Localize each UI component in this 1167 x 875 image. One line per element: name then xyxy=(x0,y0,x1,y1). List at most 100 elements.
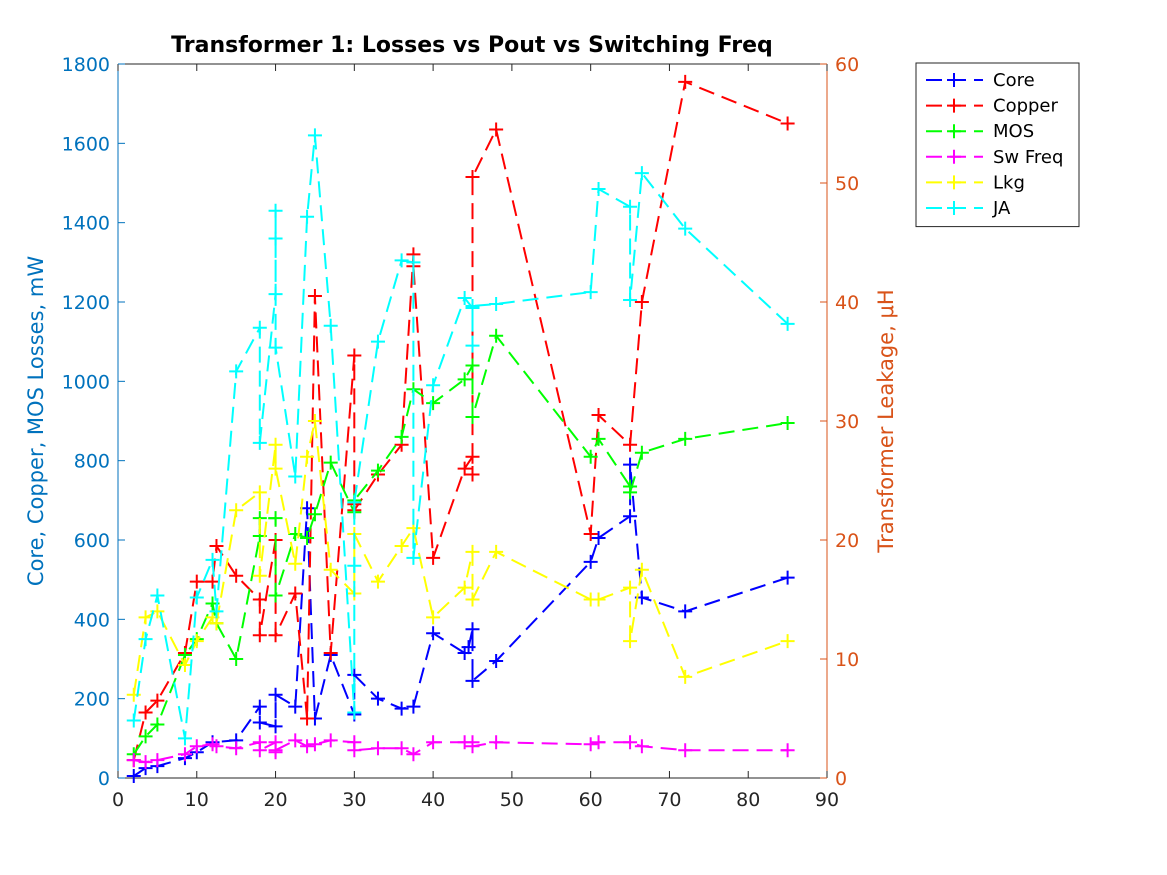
data-point-ja xyxy=(347,495,362,510)
series-core xyxy=(126,457,795,784)
data-point-ja xyxy=(623,199,638,214)
data-point-copper xyxy=(307,289,322,304)
data-point-ja xyxy=(189,590,204,605)
data-point-core xyxy=(678,604,693,619)
data-point-ja xyxy=(678,221,693,236)
data-point-sw-freq xyxy=(634,739,649,754)
data-point-mos xyxy=(307,507,322,522)
data-point-copper xyxy=(300,711,315,726)
x-tick-label: 40 xyxy=(421,789,445,811)
data-point-lkg xyxy=(591,592,606,607)
data-point-ja xyxy=(583,285,598,300)
data-point-lkg xyxy=(177,657,192,672)
data-point-ja xyxy=(252,435,267,450)
data-point-lkg xyxy=(457,580,472,595)
data-point-sw-freq xyxy=(465,739,480,754)
data-point-sw-freq xyxy=(623,735,638,750)
legend-marker-core xyxy=(947,73,961,87)
data-point-sw-freq xyxy=(347,743,362,758)
data-point-lkg xyxy=(678,669,693,684)
data-point-mos xyxy=(623,485,638,500)
y-left-tick-label: 600 xyxy=(74,530,110,552)
data-point-mos xyxy=(268,511,283,526)
data-point-sw-freq xyxy=(591,735,606,750)
y-right-tick-label: 10 xyxy=(835,649,859,671)
x-tick-label: 50 xyxy=(500,789,524,811)
data-point-ja xyxy=(205,552,220,567)
data-point-ja xyxy=(457,291,472,306)
data-point-core xyxy=(465,673,480,688)
series-lkg xyxy=(126,414,795,702)
y-left-tick-label: 400 xyxy=(74,609,110,631)
data-point-ja xyxy=(394,253,409,268)
data-point-mos xyxy=(370,463,385,478)
data-point-mos xyxy=(138,729,153,744)
data-point-ja xyxy=(300,209,315,224)
data-point-lkg xyxy=(229,503,244,518)
data-point-copper xyxy=(634,295,649,309)
data-point-core xyxy=(370,691,385,706)
y-left-tick-label: 200 xyxy=(74,689,110,711)
data-point-lkg xyxy=(323,562,338,577)
x-tick-label: 60 xyxy=(579,789,603,811)
legend-marker-ja xyxy=(947,201,961,215)
data-point-copper xyxy=(138,705,153,720)
data-point-sw-freq xyxy=(288,733,303,748)
data-point-mos xyxy=(634,445,649,460)
data-point-ja xyxy=(252,320,267,335)
data-point-mos xyxy=(780,415,795,430)
data-point-copper xyxy=(465,449,480,464)
data-point-sw-freq xyxy=(138,755,153,770)
data-point-sw-freq xyxy=(150,753,165,768)
data-point-lkg xyxy=(426,610,441,625)
x-tick-label: 10 xyxy=(185,789,209,811)
data-point-copper xyxy=(780,116,795,131)
data-point-sw-freq xyxy=(126,753,141,768)
data-point-copper xyxy=(347,348,362,363)
data-point-ja xyxy=(138,632,153,647)
data-point-mos xyxy=(457,372,472,387)
data-point-ja xyxy=(268,287,283,302)
data-point-sw-freq xyxy=(370,741,385,756)
legend-marker-sw-freq xyxy=(947,149,961,164)
y-right-tick-label: 20 xyxy=(835,530,859,552)
y-right-tick-label: 50 xyxy=(835,173,859,195)
series-ja xyxy=(126,128,795,746)
data-point-ja xyxy=(489,296,504,311)
data-point-core xyxy=(623,457,638,472)
data-point-ja xyxy=(347,558,362,573)
data-point-ja xyxy=(288,469,303,484)
data-point-mos xyxy=(583,449,598,464)
legend-label-lkg: Lkg xyxy=(993,172,1025,193)
data-point-sw-freq xyxy=(394,741,409,756)
y-left-tick-label: 800 xyxy=(74,451,110,473)
axis-ticks: 0 10 20 30 40 50 60 70 80 90020040060080010001200… xyxy=(62,54,860,811)
data-point-core xyxy=(252,699,267,714)
data-point-lkg xyxy=(394,538,409,553)
data-point-core xyxy=(623,509,638,524)
series-line-core xyxy=(133,463,788,777)
data-point-ja xyxy=(307,128,322,143)
data-point-core xyxy=(268,719,283,734)
data-point-sw-freq xyxy=(780,743,795,758)
data-point-copper xyxy=(465,170,480,185)
data-point-mos xyxy=(268,588,283,603)
data-point-mos xyxy=(426,396,441,411)
data-point-mos xyxy=(150,717,165,732)
data-point-copper xyxy=(583,527,598,542)
legend-label-ja: JA xyxy=(992,198,1011,219)
data-point-copper xyxy=(323,646,338,661)
data-point-lkg xyxy=(307,414,322,428)
data-point-sw-freq xyxy=(189,739,204,754)
legend-marker-lkg xyxy=(947,175,961,190)
data-point-ja xyxy=(406,550,421,565)
data-point-mos xyxy=(394,429,409,444)
y-left-tick-label: 1000 xyxy=(62,371,110,393)
data-point-sw-freq xyxy=(406,747,421,762)
x-tick-label: 20 xyxy=(263,789,287,811)
data-point-copper xyxy=(150,693,165,708)
data-point-ja xyxy=(323,318,338,333)
data-point-copper xyxy=(252,592,267,607)
data-point-lkg xyxy=(209,616,224,631)
x-tick-label: 30 xyxy=(342,789,366,811)
